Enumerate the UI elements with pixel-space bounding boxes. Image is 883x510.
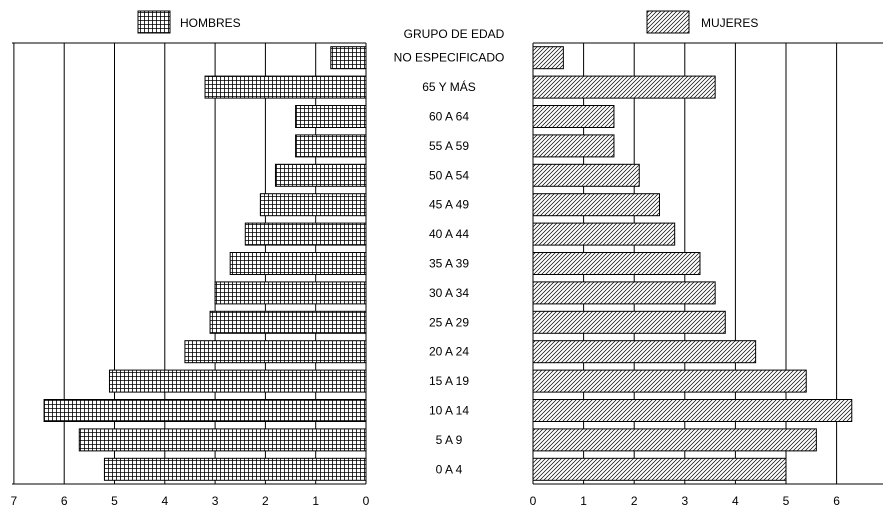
- bar-mujeres: [532, 222, 676, 246]
- age-group-label: 35 A 39: [429, 257, 469, 271]
- bar-hombres: [209, 310, 367, 334]
- bar-hombres: [295, 105, 367, 128]
- hombres-bars: [43, 46, 367, 481]
- left-axis-ticks: 7 6 5 4 3 2 1 0: [11, 494, 370, 508]
- bar-hombres: [259, 193, 367, 217]
- bar-hombres: [184, 340, 367, 364]
- left-tick-label: 0: [363, 494, 370, 508]
- bar-hombres: [295, 134, 367, 158]
- age-group-label: 50 A 54: [429, 168, 469, 182]
- age-group-label: 25 A 29: [429, 315, 469, 329]
- bar-hombres: [330, 46, 367, 70]
- left-tick-label: 2: [262, 494, 269, 508]
- left-tick-label: 4: [161, 494, 168, 508]
- bar-mujeres: [532, 105, 615, 128]
- left-tick-label: 1: [312, 494, 319, 508]
- age-group-label: 5 A 9: [436, 433, 463, 447]
- right-axis-ticks: 0 1 2 3 4 5 6: [530, 494, 841, 508]
- bar-hombres: [244, 222, 367, 246]
- bar-hombres: [274, 163, 367, 187]
- age-group-label: 55 A 59: [429, 139, 469, 153]
- bar-mujeres: [532, 340, 757, 364]
- bar-hombres: [204, 75, 367, 99]
- bar-hombres: [214, 281, 367, 305]
- bar-hombres: [103, 457, 367, 481]
- bar-mujeres: [532, 369, 807, 393]
- right-tick-label: 0: [530, 494, 537, 508]
- right-tick-label: 2: [631, 494, 638, 508]
- age-group-label: 20 A 24: [429, 345, 469, 359]
- bar-hombres: [229, 252, 367, 275]
- right-tick-label: 4: [732, 494, 739, 508]
- age-group-label: 0 A 4: [436, 462, 463, 476]
- legend-label-mujeres: MUJERES: [701, 16, 758, 30]
- bar-mujeres: [532, 252, 701, 275]
- right-tick-label: 5: [783, 494, 790, 508]
- left-tick-label: 7: [11, 494, 18, 508]
- mujeres-bars: [532, 46, 853, 481]
- age-group-label: 30 A 34: [429, 286, 469, 300]
- age-group-label: 65 Y MÁS: [422, 79, 476, 94]
- legend-swatch-mujeres: [646, 10, 690, 34]
- right-tick-label: 1: [580, 494, 587, 508]
- legend: HOMBRES MUJERES: [137, 10, 758, 34]
- legend-label-hombres: HOMBRES: [180, 16, 241, 30]
- right-tick-label: 3: [681, 494, 688, 508]
- bar-mujeres: [532, 46, 564, 70]
- bar-hombres: [43, 399, 367, 422]
- bar-hombres: [108, 369, 367, 393]
- bar-hombres: [78, 428, 367, 452]
- bar-mujeres: [532, 310, 726, 334]
- bar-mujeres: [532, 457, 787, 481]
- left-tick-label: 6: [61, 494, 68, 508]
- age-group-label: 60 A 64: [429, 110, 469, 124]
- bar-mujeres: [532, 134, 615, 158]
- age-group-label: 10 A 14: [429, 404, 469, 418]
- left-tick-label: 3: [212, 494, 219, 508]
- age-group-label: 45 A 49: [429, 198, 469, 212]
- right-tick-label: 6: [833, 494, 840, 508]
- bar-mujeres: [532, 399, 853, 422]
- age-group-label: 15 A 19: [429, 374, 469, 388]
- age-group-label: NO ESPECIFICADO: [394, 51, 505, 65]
- bar-mujeres: [532, 163, 640, 187]
- bar-mujeres: [532, 281, 716, 305]
- bar-mujeres: [532, 428, 817, 452]
- center-title: GRUPO DE EDAD: [404, 27, 505, 41]
- bar-mujeres: [532, 75, 716, 99]
- bar-mujeres: [532, 193, 660, 217]
- legend-swatch-hombres: [137, 10, 171, 34]
- age-group-label: 40 A 44: [429, 227, 469, 241]
- left-tick-label: 5: [111, 494, 118, 508]
- age-group-labels: NO ESPECIFICADO 65 Y MÁS 60 A 64 55 A 59 50 …: [394, 51, 505, 477]
